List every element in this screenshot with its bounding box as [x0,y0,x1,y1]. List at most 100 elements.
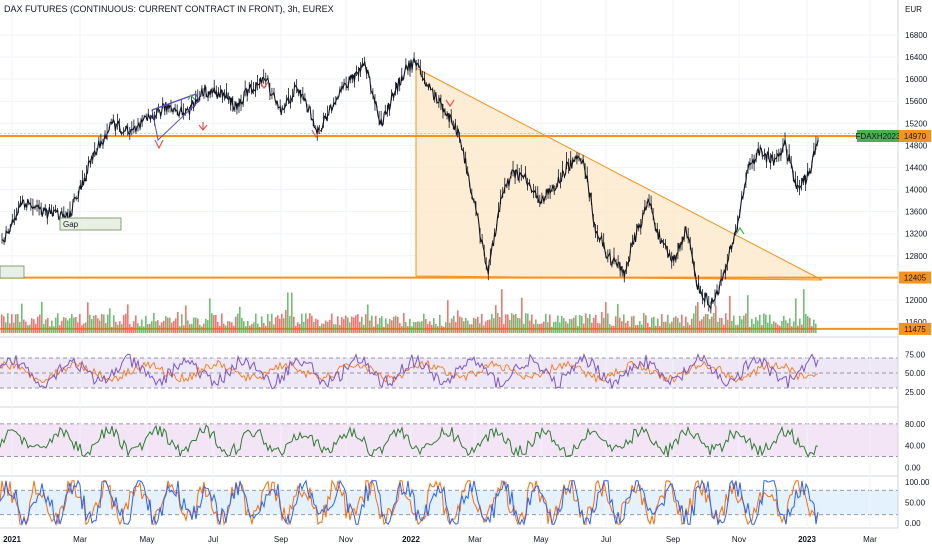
volume-bar [549,314,551,333]
volume-bar [163,320,165,333]
volume-bar [41,301,43,333]
down-arrow-icon [198,122,208,131]
volume-bar [273,324,275,333]
volume-bar [363,324,365,333]
volume-bar [755,317,757,333]
volume-bar [661,314,663,333]
volume-bar [437,326,439,333]
up-arrow-icon [187,93,196,101]
volume-bar [133,321,135,333]
indicator-lines [0,352,819,527]
volume-bar [737,324,739,333]
volume-bars [1,289,817,333]
volume-bar [475,318,477,333]
volume-bar [773,321,775,333]
volume-bar [563,318,565,333]
volume-bar [641,324,643,333]
volume-bar [569,318,571,333]
volume-bar [141,319,143,333]
volume-bar [709,319,711,333]
volume-bar [465,317,467,333]
price-tick-label: 14800 [905,141,928,150]
indicator-tick-label: 80.00 [905,420,926,429]
volume-bar [575,315,577,333]
time-tick-label: Mar [468,535,482,544]
volume-bar [69,318,71,333]
symbol-tag-label: FDAXH2023 [856,132,901,141]
volume-bar [799,318,801,333]
volume-bar [191,323,193,333]
volume-bar [545,313,547,333]
volume-bar [589,314,591,333]
price-tag-label-2: 11475 [904,325,926,334]
volume-bar [89,314,91,333]
volume-bar [551,326,553,333]
volume-bar [665,321,667,333]
volume-bar [99,320,101,333]
volume-bar [483,325,485,333]
price-axis: EUR 16800 16400 16000 15600 15200 14800 14400 14… [905,5,930,528]
volume-bar [345,315,347,333]
volume-bar [19,322,21,333]
volume-bar [117,324,119,333]
volume-bar [433,318,435,333]
volume-bar [701,319,703,333]
volume-bar [807,316,809,333]
volume-bar [33,319,35,333]
volume-bar [277,315,279,333]
volume-bar [23,319,25,333]
volume-bar [173,320,175,333]
volume-bar [691,318,693,333]
volume-bar [673,317,675,333]
volume-bar [603,317,605,333]
volume-bar [813,319,815,333]
volume-bar [235,316,237,333]
volume-bar [559,322,561,333]
volume-bar [731,320,733,333]
volume-bar [419,321,421,333]
volume-bar [119,321,121,333]
volume-bar [181,314,183,333]
volume-bar [505,314,507,333]
volume-bar [27,325,29,333]
volume-bar [767,322,769,333]
volume-bar [513,314,515,333]
volume-bar [83,323,85,333]
price-tick-label: 13600 [905,208,928,217]
volume-bar [395,315,397,333]
volume-bar [245,326,247,333]
volume-bar [91,319,93,333]
volume-bar [705,313,707,333]
volume-bar [267,314,269,333]
down-arrow-icon [259,81,269,90]
volume-bar [659,326,661,333]
volume-bar [223,323,225,333]
volume-bar [11,314,13,333]
volume-bar [365,314,367,333]
volume-bar [463,321,465,333]
volume-bar [429,321,431,333]
volume-bar [487,320,489,333]
volume-bar [525,313,527,333]
volume-bar [139,326,141,333]
volume-bar [769,314,771,333]
volume-bar [717,321,719,333]
volume-bar [353,317,355,333]
volume-bar [625,322,627,333]
volume-bar [309,313,311,333]
volume-bar [147,324,149,333]
volume-bar [339,324,341,333]
volume-bar [261,316,263,333]
volume-bar [127,304,129,333]
volume-bar [231,322,233,333]
volume-bar [105,323,107,333]
time-tick-label: Jul [601,535,611,544]
volume-bar [399,323,401,333]
volume-bar [21,303,23,333]
volume-bar [213,315,215,333]
volume-bar [203,323,205,333]
volume-bar [801,324,803,333]
volume-bar [317,319,319,333]
volume-bar [253,322,255,333]
